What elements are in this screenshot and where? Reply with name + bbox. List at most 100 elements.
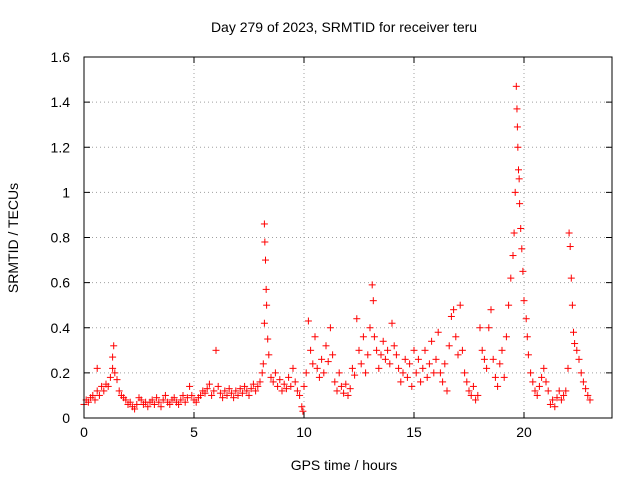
data-point — [538, 373, 546, 381]
data-point — [443, 387, 451, 395]
data-point — [549, 396, 557, 404]
data-point — [245, 391, 253, 399]
data-point — [575, 355, 583, 363]
data-point — [522, 315, 530, 323]
data-point — [353, 315, 361, 323]
data-point — [153, 394, 161, 402]
data-point — [373, 346, 381, 354]
data-point — [381, 355, 389, 363]
data-point — [450, 306, 458, 314]
data-point — [324, 358, 332, 366]
data-point — [296, 391, 304, 399]
data-point — [494, 382, 502, 390]
data-point — [254, 382, 262, 390]
y-tick-label: 1.6 — [51, 49, 71, 65]
data-point — [469, 382, 477, 390]
data-point — [285, 373, 293, 381]
data-point — [480, 355, 488, 363]
data-point — [403, 373, 411, 381]
data-point — [377, 351, 385, 359]
data-point — [137, 396, 145, 404]
data-point — [544, 387, 552, 395]
data-point — [247, 385, 255, 393]
data-point — [170, 394, 178, 402]
data-point — [313, 364, 321, 372]
data-point — [571, 340, 579, 348]
data-point — [346, 385, 354, 393]
data-point — [397, 378, 405, 386]
data-point — [436, 369, 444, 377]
data-point — [531, 387, 539, 395]
data-point — [111, 369, 119, 377]
x-tick-label: 15 — [406, 424, 422, 440]
data-point — [287, 382, 295, 390]
data-point — [238, 389, 246, 397]
data-point — [148, 396, 156, 404]
data-point — [412, 369, 420, 377]
data-point — [133, 400, 141, 408]
data-point — [425, 360, 433, 368]
data-point — [513, 123, 521, 131]
data-point — [570, 328, 577, 336]
data-point — [84, 398, 92, 406]
data-point — [210, 387, 218, 395]
data-point — [175, 400, 183, 408]
data-point — [458, 346, 466, 354]
data-point — [322, 342, 330, 350]
data-point — [533, 391, 541, 399]
data-point — [447, 312, 455, 320]
data-point — [293, 387, 301, 395]
data-point — [205, 380, 213, 388]
data-point — [166, 400, 174, 408]
data-point — [276, 376, 284, 384]
data-point — [155, 398, 163, 406]
data-point — [104, 382, 112, 390]
data-point — [428, 337, 436, 345]
data-point — [520, 297, 528, 305]
y-tick-label: 0.6 — [51, 275, 71, 291]
data-point — [535, 382, 543, 390]
data-point — [355, 346, 363, 354]
data-point — [516, 200, 524, 208]
data-point — [553, 394, 561, 402]
data-point — [263, 301, 271, 309]
data-point — [177, 396, 185, 404]
data-point — [110, 342, 118, 350]
data-point — [509, 252, 517, 260]
data-point — [307, 346, 315, 354]
data-point — [318, 355, 326, 363]
y-tick-label: 0 — [62, 410, 70, 426]
data-point — [577, 369, 585, 377]
data-point — [445, 342, 453, 350]
data-point — [329, 351, 337, 359]
data-point — [131, 405, 139, 413]
y-tick-label: 0.4 — [51, 320, 71, 336]
data-point — [551, 403, 559, 411]
data-point — [368, 281, 376, 289]
data-point — [331, 378, 339, 386]
data-point — [565, 229, 573, 237]
data-point — [502, 333, 510, 341]
data-point — [192, 398, 200, 406]
data-point — [421, 346, 429, 354]
data-point — [264, 335, 272, 343]
data-point — [527, 369, 535, 377]
x-tick-label: 0 — [80, 424, 88, 440]
data-point — [496, 360, 504, 368]
data-point — [98, 382, 106, 390]
data-point — [529, 378, 537, 386]
data-point — [408, 382, 416, 390]
data-point — [258, 369, 266, 377]
data-point — [267, 373, 275, 381]
data-point — [260, 220, 268, 228]
data-point — [320, 369, 328, 377]
data-point — [419, 364, 427, 372]
x-axis-label: GPS time / hours — [291, 457, 398, 473]
y-tick-label: 0.2 — [51, 365, 71, 381]
data-point — [243, 387, 251, 395]
data-point — [432, 355, 440, 363]
data-point — [515, 175, 523, 183]
data-point — [225, 385, 233, 393]
data-point — [113, 376, 121, 384]
data-point — [89, 391, 97, 399]
